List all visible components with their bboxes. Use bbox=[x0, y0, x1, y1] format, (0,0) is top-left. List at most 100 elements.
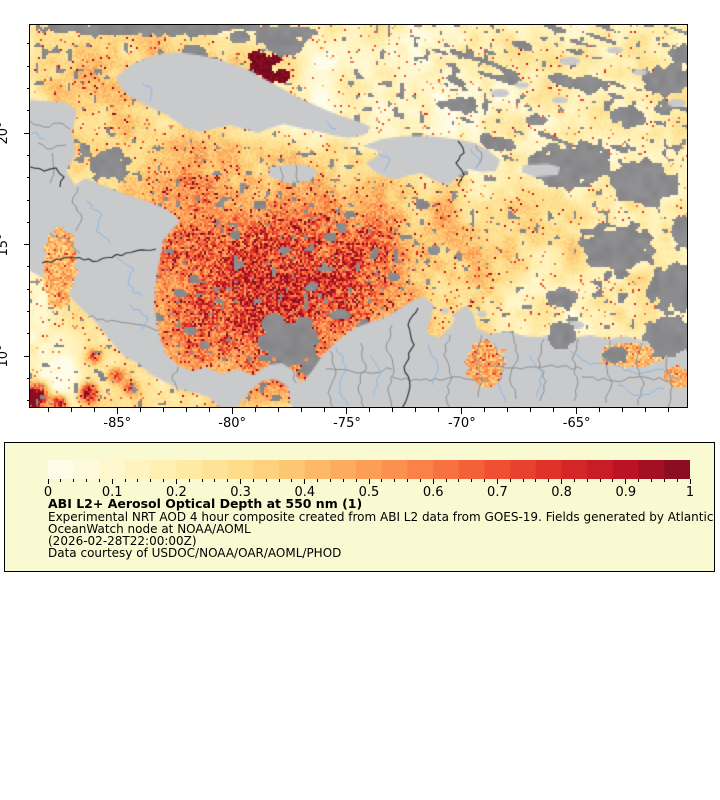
y-tick-label: 15° bbox=[0, 233, 11, 257]
colorbar-major-tick bbox=[689, 479, 691, 484]
x-major-tick bbox=[116, 408, 118, 414]
colorbar-minor-tick bbox=[548, 479, 550, 482]
x-minor-tick bbox=[139, 408, 141, 412]
x-minor-tick bbox=[415, 408, 417, 412]
colorbar-major-tick bbox=[561, 479, 563, 484]
colorbar-major-tick bbox=[175, 479, 177, 484]
x-minor-tick bbox=[553, 408, 555, 412]
y-tick-label: 20° bbox=[0, 121, 11, 145]
colorbar-minor-tick bbox=[445, 479, 447, 482]
colorbar-minor-tick bbox=[60, 479, 62, 482]
colorbar-major-tick bbox=[240, 479, 242, 484]
y-minor-tick bbox=[26, 288, 30, 290]
x-minor-tick bbox=[392, 408, 394, 412]
legend-box: 0 0.1 0.2 0.3 0.4 0.5 0.6 0.7 0.8 0.9 1 ABI L2+ Ae… bbox=[4, 442, 715, 572]
colorbar-minor-tick bbox=[599, 479, 601, 482]
x-tick-label: -70° bbox=[447, 416, 476, 431]
colorbar-minor-tick bbox=[650, 479, 652, 482]
colorbar-minor-tick bbox=[86, 479, 88, 482]
colorbar-minor-tick bbox=[317, 479, 319, 482]
colorbar-major-tick bbox=[496, 479, 498, 484]
colorbar-major-tick bbox=[111, 479, 113, 484]
colorbar-tick-label: 0.8 bbox=[551, 485, 572, 500]
colorbar-tick-label: 1 bbox=[685, 485, 695, 500]
x-minor-tick bbox=[645, 408, 647, 412]
colorbar-tick-label: 0.7 bbox=[487, 485, 508, 500]
colorbar-major-tick bbox=[625, 479, 627, 484]
colorbar-minor-tick bbox=[458, 479, 460, 482]
y-minor-tick bbox=[26, 154, 30, 156]
legend-credit: Data courtesy of USDOC/NOAA/OAR/AOML/PHO… bbox=[48, 546, 342, 560]
x-minor-tick bbox=[668, 408, 670, 412]
legend-title: ABI L2+ Aerosol Optical Depth at 550 nm … bbox=[48, 496, 363, 511]
y-minor-tick bbox=[26, 177, 30, 179]
x-tick-label: -80° bbox=[218, 416, 246, 431]
colorbar-tick-label: 0.6 bbox=[422, 485, 444, 500]
x-minor-tick bbox=[323, 408, 325, 412]
x-minor-tick bbox=[530, 408, 532, 412]
colorbar-minor-tick bbox=[137, 479, 139, 482]
colorbar-major-tick bbox=[368, 479, 370, 484]
x-minor-tick bbox=[300, 408, 302, 412]
x-minor-tick bbox=[47, 408, 49, 412]
colorbar-minor-tick bbox=[509, 479, 511, 482]
colorbar-major-tick bbox=[432, 479, 434, 484]
colorbar-minor-tick bbox=[150, 479, 152, 482]
legend-description-line2: OceanWatch node at NOAA/AOML bbox=[48, 522, 251, 536]
colorbar-minor-tick bbox=[291, 479, 293, 482]
colorbar-tick-label: 0.1 bbox=[101, 485, 123, 500]
colorbar-minor-tick bbox=[663, 479, 665, 482]
colorbar-minor-tick bbox=[355, 479, 357, 482]
legend-timestamp: (2026-02-28T22:00:00Z) bbox=[48, 534, 197, 548]
legend-description-line1: Experimental NRT AOD 4 hour composite cr… bbox=[48, 510, 714, 524]
x-tick-label: -85° bbox=[103, 416, 132, 431]
colorbar-minor-tick bbox=[188, 479, 190, 482]
aod-map-canvas bbox=[30, 25, 688, 408]
y-minor-tick bbox=[26, 65, 30, 67]
x-major-tick bbox=[461, 408, 463, 414]
x-minor-tick bbox=[254, 408, 256, 412]
colorbar-minor-tick bbox=[163, 479, 165, 482]
colorbar-minor-tick bbox=[73, 479, 75, 482]
y-minor-tick bbox=[26, 266, 30, 268]
colorbar-minor-tick bbox=[419, 479, 421, 482]
colorbar-tick-label: 0.9 bbox=[615, 485, 637, 500]
x-minor-tick bbox=[277, 408, 279, 412]
colorbar-tick-label: 0 bbox=[43, 485, 53, 500]
colorbar-minor-tick bbox=[676, 479, 678, 482]
colorbar-tick-label: 0.3 bbox=[230, 485, 251, 500]
y-major-tick bbox=[24, 132, 30, 134]
colorbar-major-tick bbox=[304, 479, 306, 484]
colorbar bbox=[48, 460, 690, 479]
x-major-tick bbox=[231, 408, 233, 414]
colorbar-minor-tick bbox=[407, 479, 409, 482]
colorbar-minor-tick bbox=[342, 479, 344, 482]
x-tick-label: -75° bbox=[333, 416, 361, 431]
x-minor-tick bbox=[622, 408, 624, 412]
colorbar-tick-label: 0.2 bbox=[166, 485, 187, 500]
y-minor-tick bbox=[26, 43, 30, 45]
x-minor-tick bbox=[162, 408, 164, 412]
colorbar-minor-tick bbox=[227, 479, 229, 482]
colorbar-minor-tick bbox=[535, 479, 537, 482]
colorbar-minor-tick bbox=[214, 479, 216, 482]
x-minor-tick bbox=[484, 408, 486, 412]
colorbar-minor-tick bbox=[381, 479, 383, 482]
y-minor-tick bbox=[26, 199, 30, 201]
x-major-tick bbox=[576, 408, 578, 414]
colorbar-minor-tick bbox=[638, 479, 640, 482]
y-minor-tick bbox=[26, 333, 30, 335]
y-minor-tick bbox=[26, 400, 30, 402]
colorbar-minor-tick bbox=[265, 479, 267, 482]
x-tick-label: -65° bbox=[562, 416, 591, 431]
colorbar-major-tick bbox=[47, 479, 49, 484]
colorbar-minor-tick bbox=[573, 479, 575, 482]
x-minor-tick bbox=[369, 408, 371, 412]
y-minor-tick bbox=[26, 377, 30, 379]
x-minor-tick bbox=[70, 408, 72, 412]
colorbar-minor-tick bbox=[329, 479, 331, 482]
y-major-tick bbox=[24, 244, 30, 246]
y-minor-tick bbox=[26, 221, 30, 223]
x-minor-tick bbox=[208, 408, 210, 412]
